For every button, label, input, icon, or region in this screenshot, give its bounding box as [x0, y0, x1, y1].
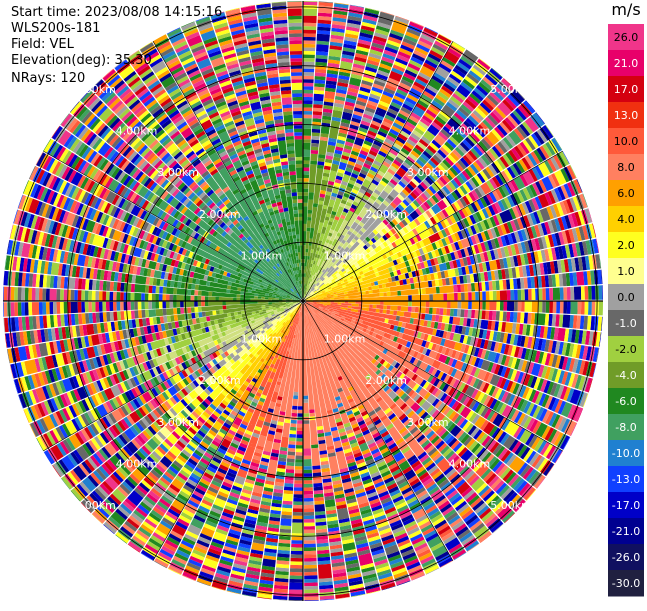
colorbar-tick-label: 13.0: [614, 109, 639, 122]
field-text: Field: VEL: [11, 37, 74, 52]
azimuth-line: [302, 41, 454, 302]
ring-label: 5.00km: [490, 83, 532, 96]
ring-label: 1.00km: [324, 333, 366, 346]
velocity-gates: [8, 2, 602, 599]
ring-label: 2.00km: [365, 208, 407, 221]
colorbar-swatch: [608, 102, 644, 129]
colorbar-tick-label: 8.0: [617, 161, 635, 174]
elevation-text: Elevation(deg): 35.30: [11, 53, 152, 68]
colorbar-swatch: [608, 388, 644, 415]
ring-label: 1.00km: [324, 249, 366, 262]
ring-label: 3.00km: [407, 416, 449, 429]
colorbar-swatch: [608, 336, 644, 363]
ring-label: 1.00km: [241, 333, 283, 346]
colorbar-swatch: [608, 76, 644, 103]
colorbar-swatch: [608, 310, 644, 337]
ring-label: 1.00km: [241, 249, 283, 262]
colorbar-swatch: [608, 466, 644, 493]
colorbar-swatch: [608, 440, 644, 467]
velocity-gates: [154, 178, 451, 443]
colorbar-tick-label: 4.0: [617, 213, 635, 226]
colorbar-tick-label: -30.0: [612, 577, 640, 590]
colorbar-swatch: [608, 518, 644, 545]
colorbar-tick-label: 2.0: [617, 239, 635, 252]
velocity-gates: [100, 105, 357, 355]
ring-label: 5.00km: [74, 83, 116, 96]
colorbar-tick-label: 21.0: [614, 57, 639, 70]
colorbar-swatch: [608, 24, 644, 51]
ring-label: 2.00km: [199, 374, 241, 387]
ring-label: 5.00km: [490, 499, 532, 512]
colorbar-tick-label: -21.0: [612, 525, 640, 538]
velocity-gates: [7, 2, 592, 596]
colorbar-swatch: [608, 180, 644, 207]
colorbar-tick-label: -10.0: [612, 447, 640, 460]
start-time-text: Start time: 2023/08/08 14:15:16: [11, 5, 223, 20]
colorbar-swatch: [608, 284, 644, 311]
ring-label: 3.00km: [157, 416, 199, 429]
colorbar-tick-label: -8.0: [615, 421, 636, 434]
colorbar-unit: m/s: [611, 0, 641, 19]
azimuth-line: [43, 150, 304, 302]
colorbar-swatch: [608, 232, 644, 259]
colorbar-swatch: [608, 544, 644, 571]
instrument-text: WLS200s-181: [11, 21, 101, 36]
colorbar-tick-label: -1.0: [615, 317, 636, 330]
ring-label: 2.00km: [199, 208, 241, 221]
ring-label: 4.00km: [449, 457, 491, 470]
azimuth-line: [302, 300, 454, 561]
azimuth-line: [302, 150, 563, 302]
ring-label: 2.00km: [365, 374, 407, 387]
azimuth-line: [302, 300, 563, 452]
colorbar-tick-label: 1.0: [617, 265, 635, 278]
azimuth-line: [43, 300, 304, 452]
velocity-gates: [4, 1, 602, 598]
colorbar-swatch: [608, 154, 644, 181]
colorbar-swatch: [608, 414, 644, 441]
colorbar-tick-label: 10.0: [614, 135, 639, 148]
ring-label: 4.00km: [449, 125, 491, 138]
colorbar-tick-label: -17.0: [612, 499, 640, 512]
colorbar-swatch: [608, 362, 644, 389]
colorbar-tick-label: 6.0: [617, 187, 635, 200]
colorbar-tick-label: -13.0: [612, 473, 640, 486]
velocity-field: [2, 0, 604, 602]
colorbar-tick-label: -26.0: [612, 551, 640, 564]
colorbar-swatch: [608, 128, 644, 155]
colorbar-tick-label: -4.0: [615, 369, 636, 382]
colorbar-swatch: [608, 570, 644, 597]
ring-label: 5.00km: [74, 499, 116, 512]
colorbar-tick-label: 17.0: [614, 83, 639, 96]
nrays-text: NRays: 120: [11, 71, 86, 86]
ring-label: 3.00km: [157, 166, 199, 179]
colorbar-tick-label: 26.0: [614, 31, 639, 44]
colorbar-swatch: [608, 206, 644, 233]
velocity-gates: [6, 5, 603, 601]
azimuth-line: [152, 300, 304, 561]
colorbar-tick-label: -2.0: [615, 343, 636, 356]
colorbar-swatch: [608, 50, 644, 77]
velocity-gates: [119, 120, 429, 379]
colorbar-tick-label: -6.0: [615, 395, 636, 408]
colorbar-tick-label: 0.0: [617, 291, 635, 304]
colorbar-swatch: [608, 258, 644, 285]
colorbar-swatch: [608, 492, 644, 519]
ring-label: 3.00km: [407, 166, 449, 179]
velocity-gates: [3, 2, 589, 593]
azimuth-line: [152, 41, 304, 302]
ring-label: 4.00km: [116, 457, 158, 470]
ring-label: 4.00km: [116, 125, 158, 138]
